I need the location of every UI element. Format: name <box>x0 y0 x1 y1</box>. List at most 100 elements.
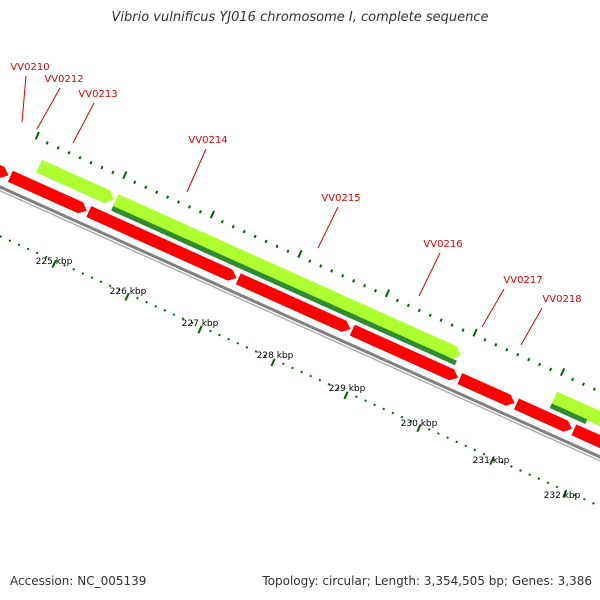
scale-tick <box>263 354 267 357</box>
scale-tick <box>300 370 303 374</box>
scale-tick <box>145 300 148 304</box>
outer-tick <box>45 141 49 145</box>
reverse-cds-feature <box>7 170 87 214</box>
scale-tick <box>592 502 595 505</box>
forward-cds-feature <box>112 194 461 360</box>
scale-tick <box>455 440 458 444</box>
outer-tick <box>330 269 334 273</box>
outer-tick <box>67 151 71 155</box>
scale-tick <box>124 292 130 301</box>
scale-tick <box>181 317 185 320</box>
scale-tick <box>400 415 404 419</box>
accession-label: Accession: NC_005139 <box>10 574 147 588</box>
scale-tick <box>8 239 12 243</box>
scale-tick <box>254 350 258 353</box>
scale-tick <box>409 419 413 423</box>
scale-tick <box>291 366 294 370</box>
outer-tick <box>570 377 575 382</box>
scale-tick <box>364 399 367 403</box>
outer-tick <box>34 131 40 140</box>
kbp-scale-label: 226 kbp <box>110 287 147 297</box>
scale-tick <box>489 456 495 465</box>
outer-tick <box>560 368 566 377</box>
gene-leader-line <box>72 102 95 144</box>
outer-tick <box>461 328 465 332</box>
scale-tick <box>343 391 349 400</box>
reverse-cds-feature <box>235 273 351 332</box>
scale-tick <box>51 259 57 269</box>
outer-tick <box>395 298 399 303</box>
scale-tick <box>190 321 194 325</box>
forward-cds-inner-stripe <box>111 206 457 366</box>
scale-tick <box>236 341 240 345</box>
gene-label: VV0213 <box>78 89 117 100</box>
outer-tick <box>155 190 159 194</box>
outer-tick <box>286 249 290 254</box>
outer-tick <box>187 205 192 209</box>
scale-tick <box>555 485 559 489</box>
outer-tick <box>275 244 279 249</box>
outer-tick <box>100 165 104 170</box>
gene-leader-line <box>418 252 441 297</box>
scale-tick <box>99 280 103 284</box>
outer-tick <box>417 308 421 313</box>
outer-tick <box>384 289 391 298</box>
outer-tick <box>373 288 378 293</box>
scale-tick <box>309 374 313 378</box>
outer-tick <box>144 185 148 190</box>
outer-tick <box>406 303 410 308</box>
outer-tick <box>78 155 82 160</box>
scale-tick <box>510 465 513 468</box>
scale-tick <box>163 309 167 312</box>
outer-tick <box>220 219 224 224</box>
kbp-scale-label: 229 kbp <box>329 384 366 394</box>
topology-summary: Topology: circular; Length: 3,354,505 bp… <box>262 574 592 588</box>
outer-tick <box>122 171 128 180</box>
scale-tick <box>482 452 486 456</box>
scale-tick <box>270 358 276 367</box>
scale-tick <box>528 473 531 476</box>
scale-tick <box>537 477 541 481</box>
outer-tick <box>253 234 257 239</box>
scale-tick <box>582 497 586 501</box>
gene-leader-line <box>21 75 27 123</box>
scale-tick <box>154 305 158 308</box>
reverse-cds-feature <box>0 165 9 178</box>
forward-cds-feature <box>551 391 600 427</box>
scale-tick <box>473 448 477 452</box>
outer-tick <box>472 328 478 337</box>
outer-tick <box>319 264 323 268</box>
scale-tick <box>172 313 176 316</box>
scale-tick <box>373 403 376 407</box>
gene-label: VV0214 <box>188 135 227 146</box>
outer-tick <box>89 160 93 165</box>
scale-tick <box>227 337 230 341</box>
outer-tick <box>297 249 303 258</box>
scale-tick <box>44 255 48 259</box>
scale-tick <box>546 481 550 485</box>
scale-tick <box>427 428 431 431</box>
gene-label: VV0218 <box>542 294 581 305</box>
outer-tick <box>527 357 531 362</box>
outer-tick <box>592 387 596 391</box>
map-title: Vibrio vulnificus YJ016 chromosome I, co… <box>111 10 489 25</box>
scale-tick <box>382 407 386 411</box>
forward-cds-inner-stripe <box>549 403 588 424</box>
gene-label: VV0212 <box>44 74 83 85</box>
outer-tick <box>494 343 498 347</box>
reverse-cds-feature <box>571 424 600 449</box>
outer-tick <box>450 323 454 327</box>
scale-tick <box>318 378 322 382</box>
scale-tick <box>355 395 358 398</box>
scale-tick <box>282 362 285 366</box>
outer-tick <box>439 318 443 322</box>
outer-tick <box>264 239 268 244</box>
outer-tick <box>341 274 345 278</box>
outer-tick <box>308 259 312 263</box>
outer-tick <box>133 180 137 185</box>
gene-label: VV0215 <box>321 193 360 204</box>
backbone-line <box>0 185 600 459</box>
gene-label: VV0210 <box>10 62 49 73</box>
scale-tick <box>446 436 449 439</box>
